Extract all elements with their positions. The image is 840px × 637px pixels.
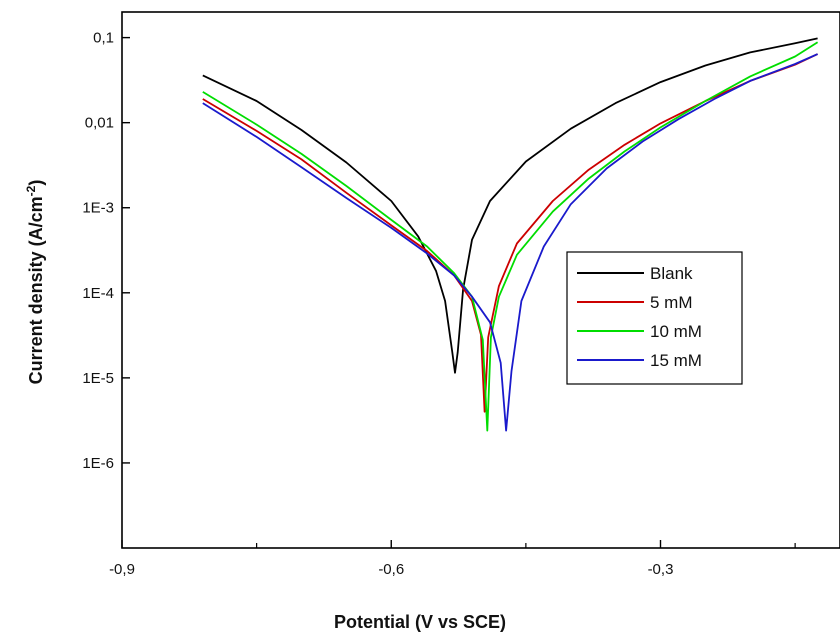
x-tick-label: -0,3 [648, 561, 674, 578]
series-line-blank [202, 37, 818, 374]
legend-label: Blank [650, 264, 693, 283]
y-tick-label: 0,1 [93, 30, 114, 47]
x-axis-ticks: -0,9 -0,6 -0,3 [109, 540, 796, 578]
x-tick-label: -0,9 [109, 561, 135, 578]
x-axis-title: Potential (V vs SCE) [334, 612, 506, 632]
series-line-15-mm [202, 53, 818, 432]
x-tick-label: -0,6 [378, 561, 404, 578]
series-line-10-mm [202, 41, 819, 432]
y-axis-ticks: 0,1 0,01 1E-3 1E-4 1E-5 1E-6 [82, 30, 130, 472]
y-axis-title-close: ) [26, 180, 46, 186]
y-axis-title-superscript: -2 [24, 185, 38, 196]
y-tick-label: 1E-4 [82, 285, 114, 302]
y-tick-label: 1E-3 [82, 200, 114, 217]
plot-frame [121, 11, 840, 549]
y-axis-title-main: Current density (A/cm [26, 196, 46, 384]
legend-label: 15 mM [650, 351, 702, 370]
legend: Blank 5 mM 10 mM 15 mM [566, 251, 743, 385]
y-tick-label: 0,01 [85, 115, 114, 132]
series-lines [202, 37, 819, 432]
legend-label: 10 mM [650, 322, 702, 341]
series-line-5-mm [202, 53, 818, 413]
y-tick-label: 1E-6 [82, 455, 114, 472]
y-axis-title: Current density (A/cm-2) [24, 180, 46, 385]
y-tick-label: 1E-5 [82, 370, 114, 387]
legend-label: 5 mM [650, 293, 693, 312]
